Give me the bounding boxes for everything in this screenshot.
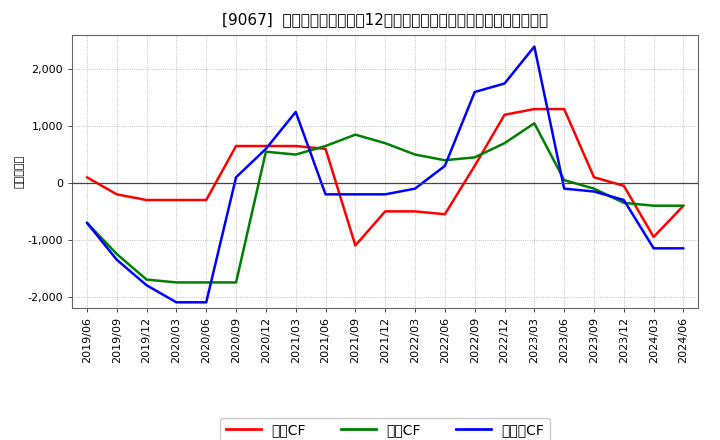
営業CF bbox=[381, 209, 390, 214]
投資CF bbox=[410, 152, 419, 157]
フリーCF bbox=[232, 175, 240, 180]
投資CF bbox=[83, 220, 91, 225]
フリーCF bbox=[143, 282, 151, 288]
投資CF bbox=[530, 121, 539, 126]
営業CF bbox=[261, 143, 270, 149]
営業CF bbox=[232, 143, 240, 149]
営業CF bbox=[410, 209, 419, 214]
フリーCF bbox=[112, 257, 121, 262]
フリーCF bbox=[261, 146, 270, 151]
フリーCF bbox=[321, 192, 330, 197]
営業CF bbox=[321, 146, 330, 151]
営業CF bbox=[83, 175, 91, 180]
フリーCF bbox=[590, 189, 598, 194]
営業CF bbox=[351, 243, 360, 248]
投資CF bbox=[679, 203, 688, 209]
投資CF bbox=[292, 152, 300, 157]
フリーCF bbox=[410, 186, 419, 191]
投資CF bbox=[590, 186, 598, 191]
投資CF bbox=[261, 149, 270, 154]
営業CF bbox=[441, 212, 449, 217]
投資CF bbox=[232, 280, 240, 285]
Title: [9067]  キャッシュフローの12か月移動合計の対前年同期増減額の推移: [9067] キャッシュフローの12か月移動合計の対前年同期増減額の推移 bbox=[222, 12, 548, 27]
投資CF bbox=[381, 140, 390, 146]
フリーCF bbox=[83, 220, 91, 225]
投資CF bbox=[619, 200, 628, 205]
フリーCF bbox=[619, 198, 628, 203]
投資CF bbox=[560, 177, 569, 183]
営業CF bbox=[112, 192, 121, 197]
営業CF bbox=[470, 163, 479, 169]
フリーCF bbox=[172, 300, 181, 305]
フリーCF bbox=[500, 81, 509, 86]
投資CF bbox=[441, 158, 449, 163]
フリーCF bbox=[560, 186, 569, 191]
営業CF bbox=[619, 183, 628, 188]
Line: フリーCF: フリーCF bbox=[87, 47, 683, 302]
営業CF bbox=[143, 198, 151, 203]
投資CF bbox=[351, 132, 360, 137]
Y-axis label: （百万円）: （百万円） bbox=[14, 155, 24, 188]
フリーCF bbox=[470, 89, 479, 95]
営業CF bbox=[202, 198, 210, 203]
営業CF bbox=[530, 106, 539, 112]
フリーCF bbox=[679, 246, 688, 251]
フリーCF bbox=[441, 163, 449, 169]
営業CF bbox=[649, 235, 658, 240]
営業CF bbox=[560, 106, 569, 112]
フリーCF bbox=[351, 192, 360, 197]
投資CF bbox=[202, 280, 210, 285]
投資CF bbox=[500, 140, 509, 146]
投資CF bbox=[649, 203, 658, 209]
フリーCF bbox=[530, 44, 539, 49]
フリーCF bbox=[202, 300, 210, 305]
営業CF bbox=[172, 198, 181, 203]
投資CF bbox=[112, 251, 121, 257]
Line: 営業CF: 営業CF bbox=[87, 109, 683, 246]
営業CF bbox=[679, 203, 688, 209]
投資CF bbox=[143, 277, 151, 282]
Legend: 営業CF, 投資CF, フリーCF: 営業CF, 投資CF, フリーCF bbox=[220, 418, 550, 440]
投資CF bbox=[172, 280, 181, 285]
投資CF bbox=[470, 155, 479, 160]
投資CF bbox=[321, 143, 330, 149]
Line: 投資CF: 投資CF bbox=[87, 123, 683, 282]
営業CF bbox=[292, 143, 300, 149]
営業CF bbox=[590, 175, 598, 180]
フリーCF bbox=[649, 246, 658, 251]
フリーCF bbox=[381, 192, 390, 197]
営業CF bbox=[500, 112, 509, 117]
フリーCF bbox=[292, 109, 300, 114]
